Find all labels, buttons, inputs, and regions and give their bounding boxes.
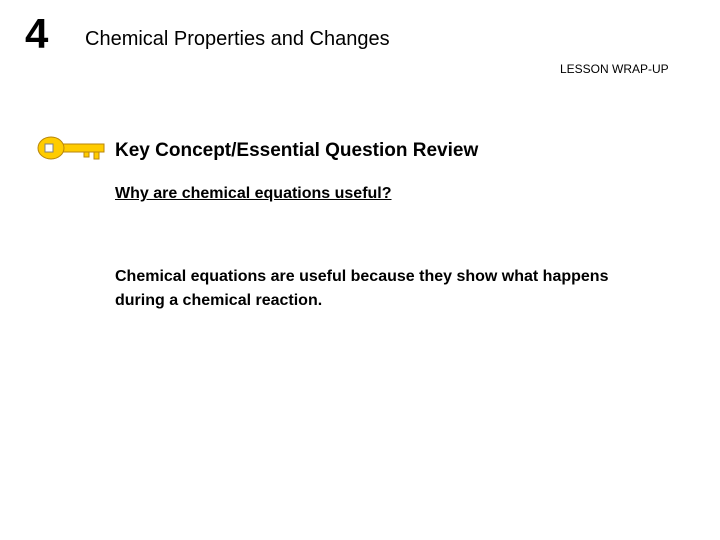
key-icon [36,133,106,163]
key-shaft [58,144,104,152]
essential-answer: Chemical equations are useful because th… [115,265,635,313]
lesson-wrapup-label: LESSON WRAP-UP [560,62,669,76]
essential-question: Why are chemical equations useful? [115,185,392,203]
lesson-number: 4 [25,10,48,58]
lesson-title: Chemical Properties and Changes [85,28,390,51]
slide: 4 Chemical Properties and Changes LESSON… [0,0,720,540]
key-concept-heading: Key Concept/Essential Question Review [115,140,478,162]
